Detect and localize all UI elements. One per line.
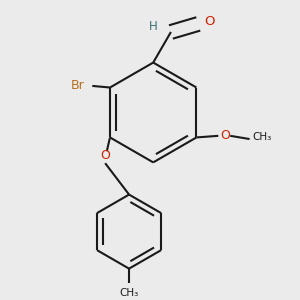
Text: O: O [204, 15, 214, 28]
Text: H: H [149, 20, 158, 33]
Text: CH₃: CH₃ [253, 132, 272, 142]
Text: Br: Br [70, 80, 84, 92]
Text: CH₃: CH₃ [119, 288, 139, 298]
Text: O: O [100, 148, 110, 162]
Text: O: O [220, 129, 230, 142]
